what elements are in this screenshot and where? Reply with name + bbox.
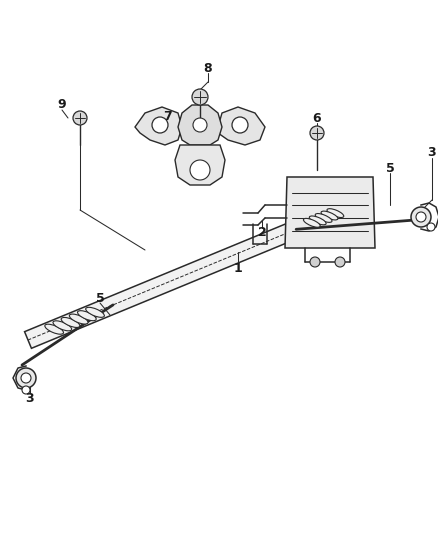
Circle shape xyxy=(21,373,31,383)
Text: 2: 2 xyxy=(258,227,266,239)
Text: 8: 8 xyxy=(204,61,212,75)
Circle shape xyxy=(335,257,345,267)
Text: 3: 3 xyxy=(427,146,436,158)
Ellipse shape xyxy=(309,216,326,225)
Circle shape xyxy=(152,117,168,133)
Circle shape xyxy=(22,386,30,394)
Text: 3: 3 xyxy=(26,392,34,405)
Circle shape xyxy=(310,257,320,267)
Circle shape xyxy=(192,89,208,105)
Ellipse shape xyxy=(45,324,64,334)
Text: 5: 5 xyxy=(95,292,104,304)
Circle shape xyxy=(190,160,210,180)
Ellipse shape xyxy=(315,214,332,222)
Circle shape xyxy=(416,212,426,222)
Polygon shape xyxy=(175,145,225,185)
Text: 5: 5 xyxy=(385,161,394,174)
Ellipse shape xyxy=(321,211,338,220)
Text: 7: 7 xyxy=(164,110,173,124)
Circle shape xyxy=(310,126,324,140)
Text: 6: 6 xyxy=(313,111,321,125)
Ellipse shape xyxy=(61,318,80,327)
Text: 9: 9 xyxy=(58,99,66,111)
Ellipse shape xyxy=(304,219,320,227)
Polygon shape xyxy=(218,107,265,145)
Circle shape xyxy=(193,118,207,132)
Polygon shape xyxy=(135,107,182,145)
Circle shape xyxy=(73,111,87,125)
Polygon shape xyxy=(178,105,222,145)
Circle shape xyxy=(232,117,248,133)
Text: 1: 1 xyxy=(233,262,242,274)
Ellipse shape xyxy=(86,308,104,317)
Circle shape xyxy=(411,207,431,227)
Polygon shape xyxy=(25,197,358,349)
Ellipse shape xyxy=(53,321,72,331)
Polygon shape xyxy=(285,177,375,248)
Ellipse shape xyxy=(69,314,88,324)
Ellipse shape xyxy=(327,209,344,217)
Circle shape xyxy=(427,223,435,231)
Circle shape xyxy=(16,368,36,388)
Ellipse shape xyxy=(78,311,96,321)
